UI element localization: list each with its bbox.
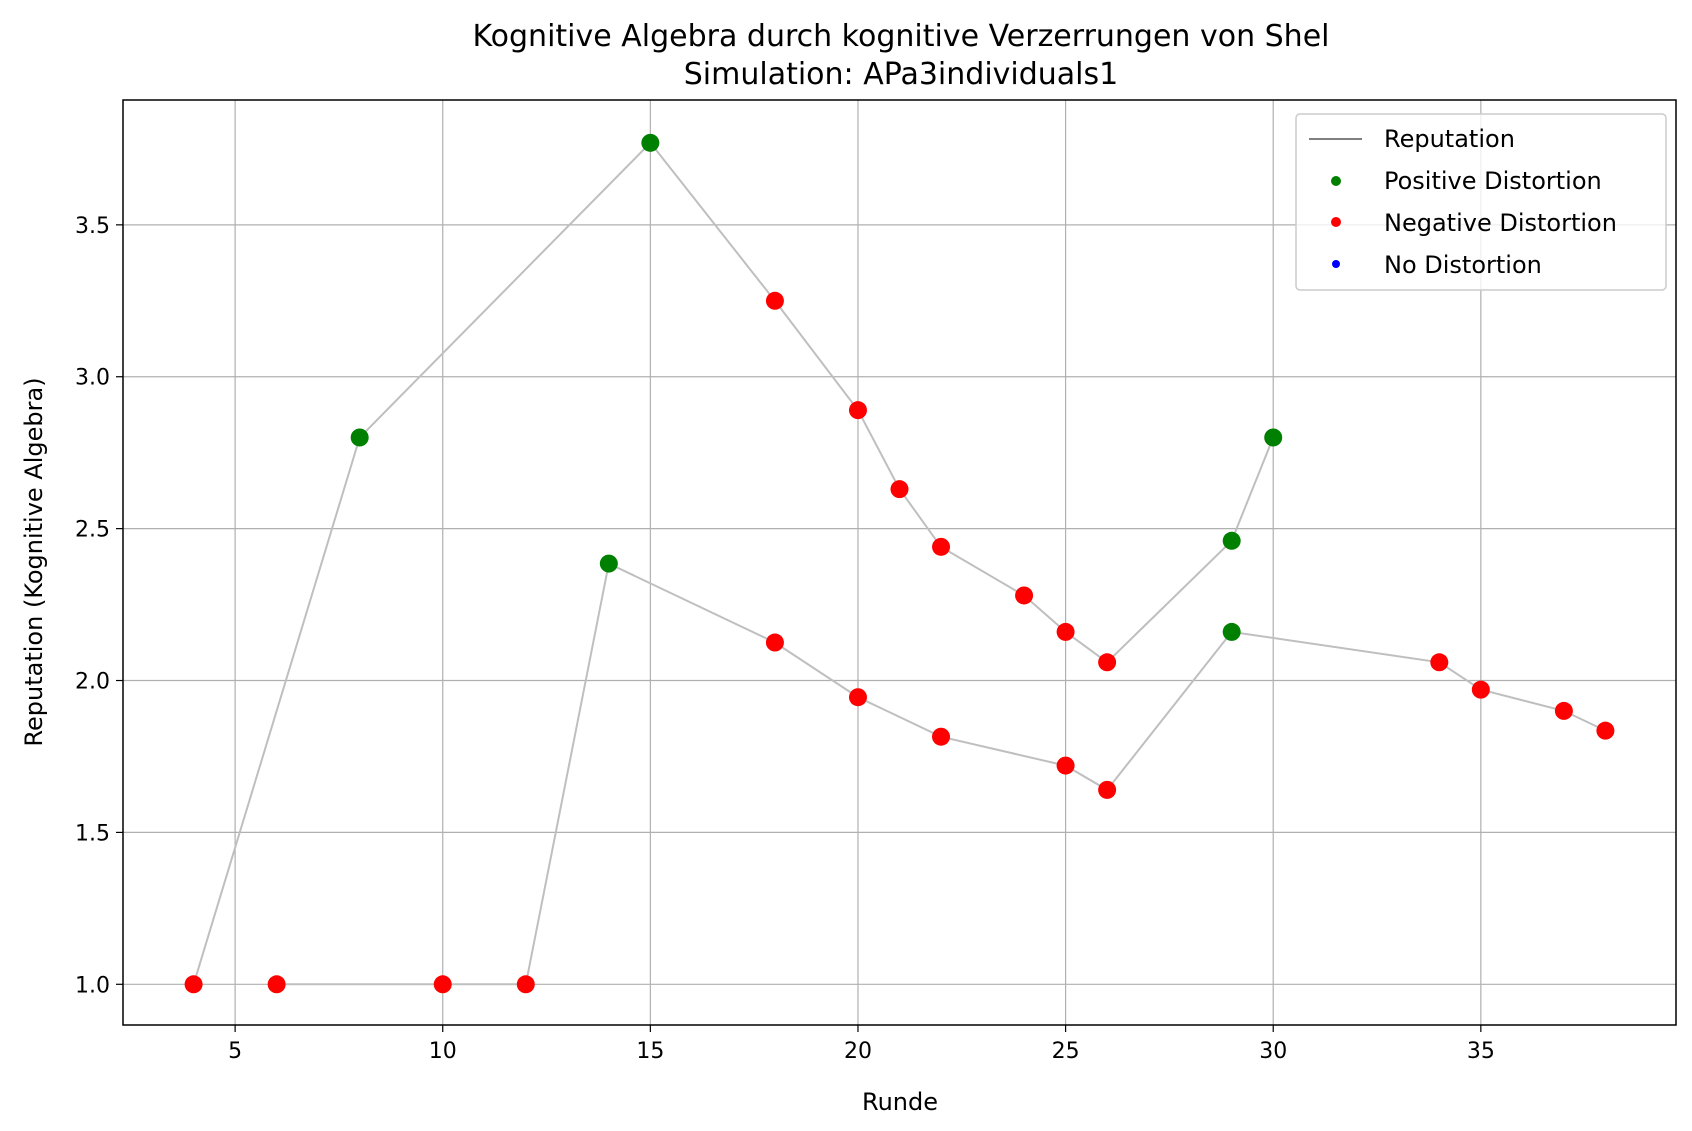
negative-distortion-point: [765, 633, 784, 652]
x-tick-label: 15: [636, 1039, 664, 1064]
negative-distortion-point: [516, 975, 535, 994]
reputation-line: [192, 141, 1275, 985]
legend-box: [1295, 113, 1667, 291]
negative-distortion-point: [1098, 780, 1117, 799]
negative-distortion-point: [1430, 653, 1449, 672]
y-tick-label: 3.0: [75, 366, 110, 391]
positive-distortion-point: [641, 133, 660, 152]
negative-distortion-point: [1596, 721, 1615, 740]
y-tick-label: 3.5: [75, 214, 110, 239]
positive-distortion-point: [350, 428, 369, 447]
positive-distortion-point: [599, 554, 618, 573]
y-axis-label: Reputation (Kognitive Algebra): [20, 377, 48, 746]
negative-distortion-point: [932, 537, 951, 556]
negative-distortion-point: [267, 975, 286, 994]
negative-distortion-point: [1554, 701, 1573, 720]
y-tick-label: 1.0: [75, 973, 110, 998]
x-tick-label: 25: [1052, 1039, 1080, 1064]
negative-distortion-point: [848, 401, 867, 420]
legend-negative-label: Negative Distortion: [1384, 209, 1617, 237]
negative-distortion-point: [932, 727, 951, 746]
legend-positive-label: Positive Distortion: [1384, 167, 1602, 195]
y-tick-label: 2.5: [75, 518, 110, 543]
y-tick-label: 1.5: [75, 821, 110, 846]
positive-distortion-point: [1264, 428, 1283, 447]
positive-distortion-point: [1222, 622, 1241, 641]
data-points: [184, 133, 1615, 994]
legend: Reputation Positive Distortion Negative …: [1295, 113, 1667, 291]
x-tick-label: 20: [844, 1039, 872, 1064]
x-axis-ticks: 5 10 15 20 25 30 35: [228, 1025, 1495, 1064]
legend-none-label: No Distortion: [1384, 251, 1542, 279]
x-tick-label: 30: [1259, 1039, 1287, 1064]
legend-none-marker: [1332, 260, 1340, 268]
negative-distortion-point: [1471, 680, 1490, 699]
negative-distortion-point: [890, 480, 909, 499]
chart-title: Kognitive Algebra durch kognitive Verzer…: [472, 19, 1329, 54]
y-axis-ticks: 1.0 1.5 2.0 2.5 3.0 3.5: [75, 214, 123, 998]
negative-distortion-point: [1056, 756, 1075, 775]
negative-distortion-point: [1098, 653, 1117, 672]
negative-distortion-point: [1015, 586, 1034, 605]
legend-reputation-label: Reputation: [1384, 125, 1515, 153]
positive-distortion-point: [1222, 531, 1241, 550]
x-axis-label: Runde: [862, 1088, 938, 1116]
y-tick-label: 2.0: [75, 670, 110, 695]
legend-negative-marker: [1331, 217, 1341, 227]
negative-distortion-point: [848, 688, 867, 707]
negative-distortion-point: [1056, 622, 1075, 641]
x-tick-label: 10: [429, 1039, 457, 1064]
plot-frame: [122, 99, 1677, 1026]
chart-subtitle: Simulation: APa3individuals1: [684, 57, 1119, 92]
x-tick-label: 35: [1467, 1039, 1495, 1064]
x-tick-label: 5: [228, 1039, 242, 1064]
negative-distortion-point: [433, 975, 452, 994]
negative-distortion-point: [765, 291, 784, 310]
negative-distortion-point: [184, 975, 203, 994]
legend-positive-marker: [1331, 176, 1341, 186]
